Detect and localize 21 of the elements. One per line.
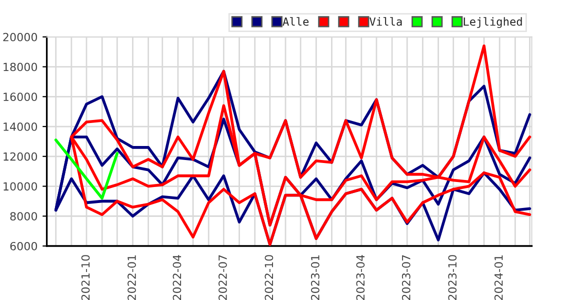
y-tick-label: 16000 xyxy=(4,92,38,102)
x-tick-label: 2023-04 xyxy=(356,254,365,300)
legend-label: Lejlighed xyxy=(464,17,522,28)
y-tick-label: 6000 xyxy=(10,242,38,250)
y-tick-label: 12000 xyxy=(4,152,38,161)
legend-label: Alle xyxy=(282,17,309,26)
y-tick-label: 20000 xyxy=(3,32,38,42)
x-tick-label: 2022-04 xyxy=(172,254,182,300)
y-tick-label: 10000 xyxy=(4,182,38,191)
y-tick-label: 14000 xyxy=(4,122,38,131)
x-tick-label: 2022-07 xyxy=(218,255,227,300)
x-tick-label: 2022-01 xyxy=(128,255,136,300)
y-tick-label: 18000 xyxy=(4,62,38,72)
x-tick-label: 2023-07 xyxy=(402,255,410,300)
x-tick-label: 2021-10 xyxy=(81,255,90,300)
legend-label: Villa xyxy=(370,17,402,26)
x-tick-label: 2024-01 xyxy=(494,255,503,300)
y-tick-label: 8000 xyxy=(10,212,38,221)
x-tick-label: 2023-01 xyxy=(310,255,320,300)
x-tick-label: 2023-10 xyxy=(448,255,457,300)
x-tick-label: 2022-10 xyxy=(264,255,274,300)
